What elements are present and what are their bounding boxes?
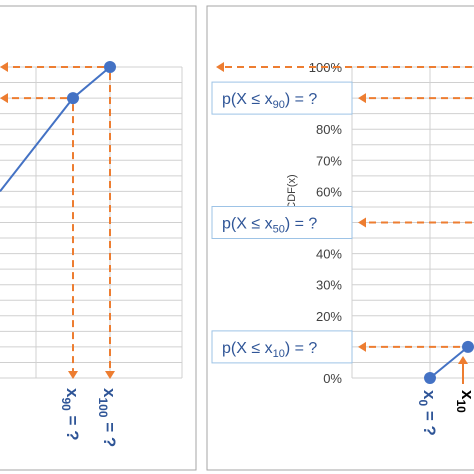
right-x-label-x10: x10 [454, 390, 474, 413]
prob-label-post: ) = ? [285, 216, 318, 233]
right-series [424, 340, 474, 384]
x-label-main: x [420, 390, 439, 400]
prob-label-50: p(X ≤ x50) = ? [222, 216, 317, 236]
right-y-tick-label: 20% [316, 309, 342, 324]
left-plot-grid [0, 66, 183, 379]
right-y-tick-label: 80% [316, 122, 342, 137]
prob-label-pre: p(X ≤ x [222, 216, 273, 233]
x-label-rest: = ? [420, 406, 439, 436]
left-x-label-text: x100 = ? [96, 388, 119, 447]
right-x-label-x0: x0 = ? [416, 390, 439, 436]
prob-label-box-50 [211, 206, 353, 239]
right-data-point-x10 [462, 340, 474, 353]
x-label-subscript: 0 [416, 399, 430, 406]
prob-label-subscript: 90 [273, 99, 285, 111]
left-x-labels: x90 = ?x100 = ? [59, 388, 119, 447]
right-cdf-line [429, 346, 469, 379]
x-label-rest: = ? [100, 418, 119, 448]
right-guide-h-50-arrow [358, 217, 366, 228]
right-x-label-text: x0 = ? [416, 390, 439, 436]
left-data-point-x90 [67, 92, 79, 105]
right-y-tick-label: 70% [316, 153, 342, 168]
right-y-axis-title: CDF(x) [286, 174, 298, 209]
left-data-point-x100 [104, 61, 116, 73]
right-guide-h-100-arrow [216, 62, 224, 72]
x-label-subscript: 90 [59, 397, 73, 411]
left-x-label-x90: x90 = ? [59, 388, 82, 441]
right-guide-h-10-arrow [358, 341, 366, 352]
prob-label-post: ) = ? [285, 340, 318, 357]
prob-label-box-10 [211, 330, 353, 364]
prob-label-pre: p(X ≤ x [222, 91, 273, 108]
left-x-label-x100: x100 = ? [96, 388, 119, 447]
x-label-main: x [100, 388, 119, 398]
prob-label-90: p(X ≤ x90) = ? [222, 91, 317, 111]
x-label-subscript: 10 [454, 399, 468, 413]
left-guide-v-100-arrow [105, 371, 115, 379]
right-y-tick-label: 40% [316, 247, 342, 262]
prob-label-pre: p(X ≤ x [222, 340, 273, 357]
x-label-main: x [63, 388, 82, 398]
left-x-label-text: x90 = ? [59, 388, 82, 441]
left-guide-h-100-arrow [0, 62, 8, 72]
left-panel: x90 = ?x100 = ? [0, 5, 197, 471]
prob-label-box-90 [211, 81, 353, 115]
prob-label-subscript: 10 [273, 348, 285, 360]
right-probability-labels: p(X ≤ x90) = ?p(X ≤ x50) = ?p(X ≤ x10) =… [211, 81, 353, 364]
right-y-tick-label: 60% [316, 184, 342, 199]
right-guide-h-90-arrow [358, 93, 366, 104]
prob-label-10: p(X ≤ x10) = ? [222, 340, 317, 360]
x-label-main: x [458, 390, 474, 400]
x-label-subscript: 100 [96, 397, 110, 417]
right-x-label-text: x10 [454, 390, 474, 413]
right-x-labels: x0 = ?x10 [416, 390, 474, 436]
right-guide-lines [216, 62, 472, 352]
right-data-point-x0 [424, 372, 436, 384]
prob-label-subscript: 50 [273, 224, 285, 236]
left-guide-h-90-arrow [0, 93, 8, 104]
right-y-tick-label: 0% [323, 371, 342, 386]
right-guide-v-10-arrow [458, 356, 468, 364]
prob-label-post: ) = ? [285, 91, 318, 108]
left-guide-lines [0, 62, 115, 379]
left-series [0, 61, 116, 193]
left-guide-v-90-arrow [68, 371, 78, 379]
x-label-rest: = ? [63, 411, 82, 441]
right-y-tick-label: 30% [316, 278, 342, 293]
right-panel: 100%90%80%70%60%50%40%30%20%10%0% CDF(x)… [206, 5, 474, 471]
